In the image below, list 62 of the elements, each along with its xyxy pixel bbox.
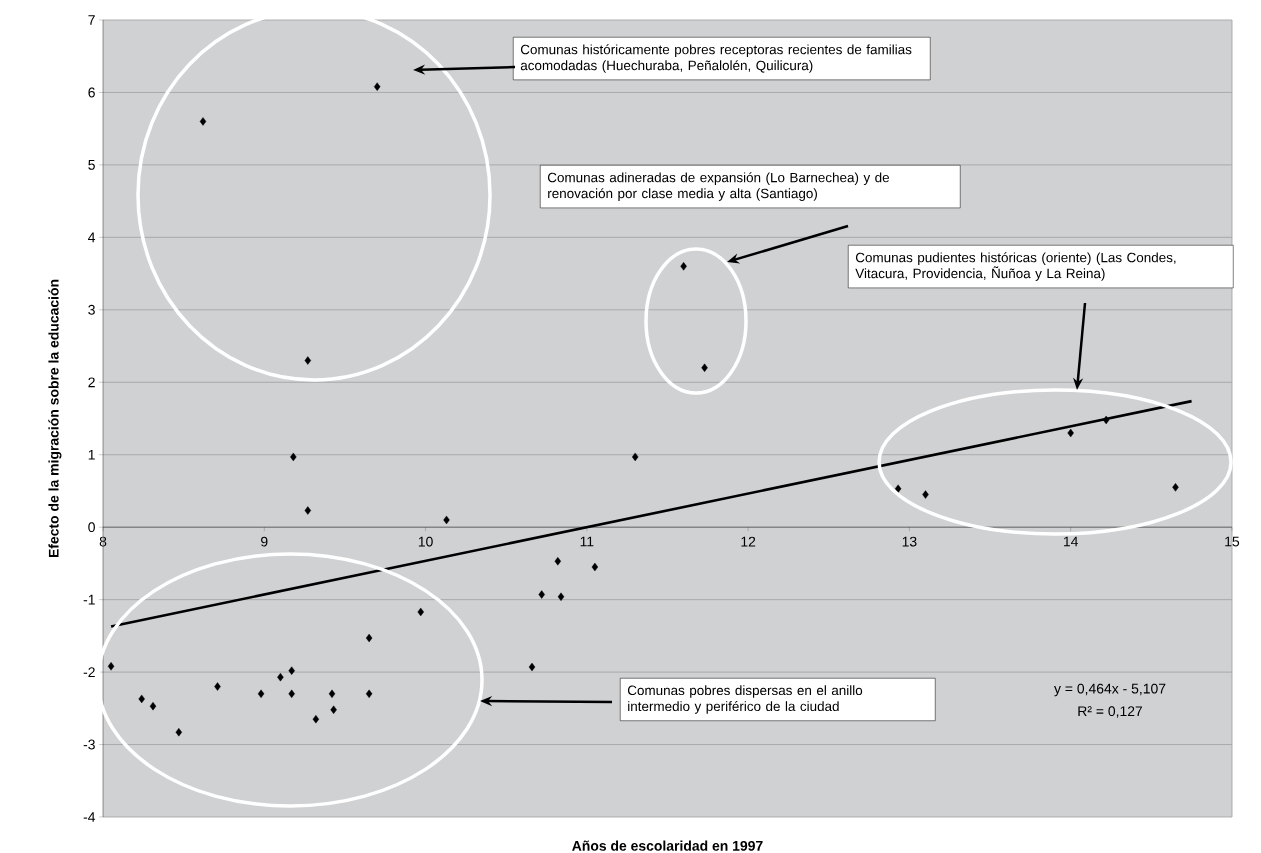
y-tick-label: 2 xyxy=(88,377,95,388)
point xyxy=(528,662,536,672)
x-tick-label: 10 xyxy=(418,536,433,547)
x-tick-label: 9 xyxy=(261,536,268,547)
annotation: Comunas adineradas de expansión (Lo Barnechea) y de renovación por clase media y alta (Santiago) xyxy=(547,172,890,201)
point xyxy=(554,557,561,566)
y-tick-label: 0 xyxy=(88,522,95,533)
point xyxy=(922,490,929,499)
annotation: Comunas pobres dispersas en el anillo intermedio y periférico de la ciudad xyxy=(627,685,863,714)
point xyxy=(632,452,639,462)
point xyxy=(1172,483,1179,492)
point xyxy=(107,662,115,671)
point xyxy=(1067,428,1074,438)
point xyxy=(591,562,599,572)
point xyxy=(365,689,373,699)
y-tick-label: 6 xyxy=(88,87,95,98)
point xyxy=(701,363,708,372)
point xyxy=(288,689,295,699)
point xyxy=(277,672,284,682)
y-tick-label: -1 xyxy=(83,594,95,605)
point xyxy=(365,633,373,643)
point xyxy=(138,694,145,704)
point xyxy=(312,714,320,724)
point xyxy=(443,515,450,525)
point xyxy=(330,705,337,714)
y-tick-label: -3 xyxy=(83,739,95,750)
point xyxy=(199,117,207,126)
x-tick-label: 8 xyxy=(99,536,107,547)
point xyxy=(680,262,687,271)
annotation: y = 0,464x - 5,107 xyxy=(1054,683,1166,697)
x-axis-title: Años de escolaridad en 1997 xyxy=(572,840,763,851)
y-tick-label: 7 xyxy=(88,15,95,25)
y-tick-label: -2 xyxy=(83,667,95,677)
y-tick-label: 5 xyxy=(88,160,95,170)
x-tick-label: 13 xyxy=(902,536,917,547)
point xyxy=(288,666,295,675)
point xyxy=(1102,415,1110,425)
point xyxy=(328,689,336,699)
point xyxy=(214,682,221,691)
y-axis-title: Efecto de la migración sobre la educación xyxy=(48,279,62,558)
point xyxy=(538,590,545,599)
point xyxy=(373,82,381,91)
y-tick-label: -4 xyxy=(83,812,96,822)
x-tick-label: 12 xyxy=(741,536,756,547)
y-tick-label: 1 xyxy=(88,449,95,460)
annotation: R² = 0,127 xyxy=(1078,706,1143,718)
point xyxy=(304,506,312,515)
annotation: Comunas históricamente pobres receptoras recientes de familias acomodadas (Huechuraba, Peñalolén, Quilicura) xyxy=(520,44,912,73)
point xyxy=(894,484,902,493)
annotation: Comunas pudientes históricas (oriente) (Las Condes, Vitacura, Providencia, Ñuñoa y La Reina) xyxy=(855,252,1176,281)
x-tick-label: 15 xyxy=(1225,536,1240,547)
point xyxy=(257,689,265,699)
point xyxy=(557,592,565,601)
x-tick-label: 11 xyxy=(580,536,594,547)
point xyxy=(290,452,297,462)
point xyxy=(417,607,424,617)
y-tick-label: 4 xyxy=(88,232,96,243)
x-tick-label: 14 xyxy=(1063,536,1079,547)
point xyxy=(304,356,312,365)
point xyxy=(175,728,182,737)
y-tick-label: 3 xyxy=(88,304,95,315)
point xyxy=(149,701,157,711)
